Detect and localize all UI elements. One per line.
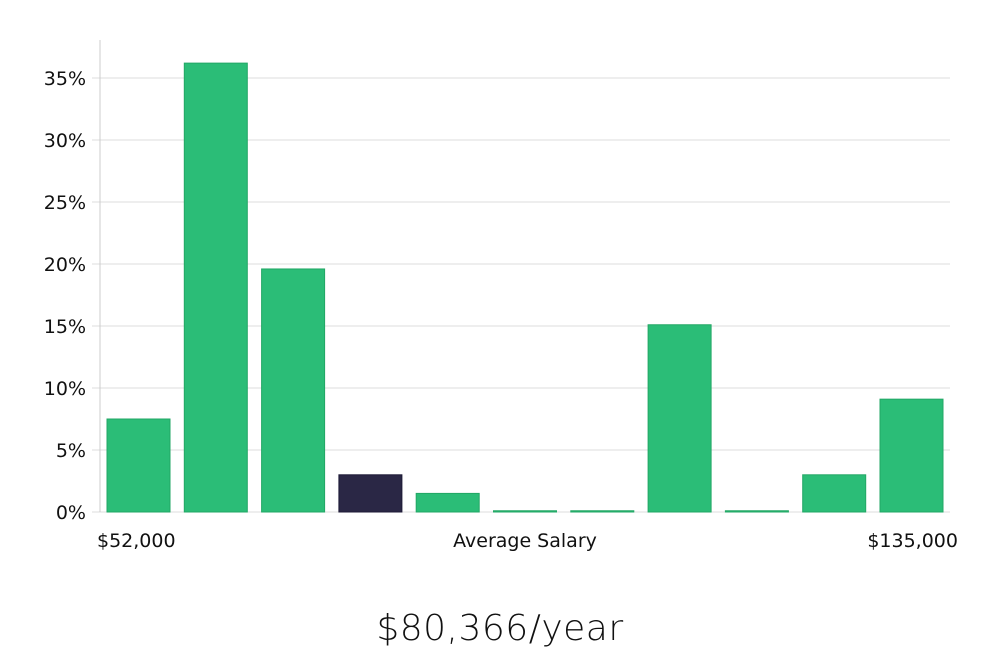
bar <box>570 510 635 513</box>
y-tick-label: 25% <box>44 192 86 214</box>
y-axis-tick-labels: 0% 5% 10% 15% 20% 25% 30% 35% <box>44 68 86 524</box>
bar <box>879 398 944 513</box>
x-axis-title: Average Salary <box>453 530 597 552</box>
y-tick-label: 15% <box>44 316 86 338</box>
y-tick-label: 5% <box>56 440 86 462</box>
bar <box>183 62 248 513</box>
y-tick-label: 0% <box>56 502 86 524</box>
x-axis-max-label: $135,000 <box>867 530 958 552</box>
salary-histogram: 0% 5% 10% 15% 20% 25% 30% 35% $52,000 Average S… <box>44 40 958 552</box>
bar <box>415 492 480 513</box>
y-tick-label: 20% <box>44 254 86 276</box>
x-axis-min-label: $52,000 <box>97 530 176 552</box>
average-salary-caption: $80,366/year <box>376 608 624 649</box>
bar <box>802 474 867 513</box>
bar-highlighted <box>338 474 403 513</box>
y-tick-label: 10% <box>44 378 86 400</box>
bar <box>106 418 171 513</box>
bar <box>261 268 326 513</box>
y-tick-label: 30% <box>44 130 86 152</box>
bar <box>493 510 557 513</box>
bars <box>106 62 944 513</box>
y-tick-label: 35% <box>44 68 86 90</box>
bar <box>724 510 789 513</box>
bar <box>647 324 712 513</box>
